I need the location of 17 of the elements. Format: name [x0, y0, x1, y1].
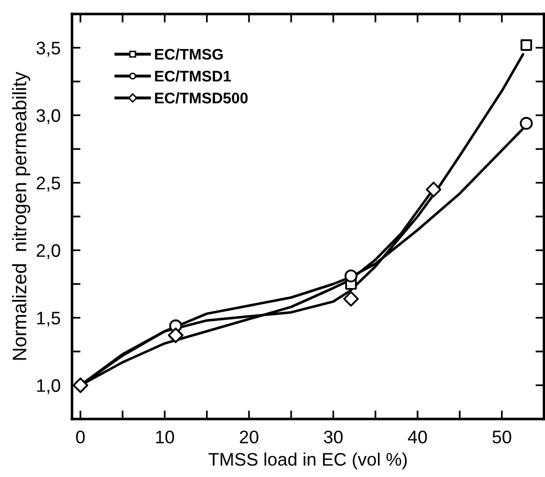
y-tick-label: 1,5	[37, 312, 60, 327]
y-tick-label: 1,0	[37, 379, 60, 394]
x-axis-title: TMSS load in EC (vol %)	[208, 452, 407, 470]
legend-label: EC/TMSG	[155, 48, 223, 60]
y-tick-label: 3,0	[36, 109, 60, 124]
legend-label: EC/TMSD1	[155, 70, 231, 82]
y-axis-title: Normalized nitrogen permeability	[12, 72, 30, 360]
y-tick-label: 3,5	[36, 42, 60, 57]
x-tick-label: 50	[492, 430, 512, 444]
y-tick-label: 2,0	[36, 244, 60, 260]
x-tick-label: 0	[76, 430, 85, 444]
legend-label: EC/TMSD500	[155, 92, 248, 104]
x-tick-label: 40	[408, 430, 427, 444]
y-tick-label: 2,5	[36, 176, 60, 192]
x-tick-label: 20	[240, 430, 258, 444]
x-tick-label: 30	[324, 430, 343, 444]
x-tick-label: 10	[156, 430, 174, 444]
